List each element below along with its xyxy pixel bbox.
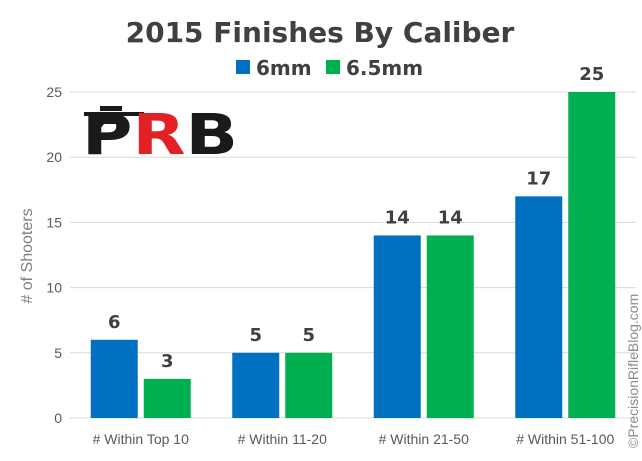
data-label: 6 <box>108 312 121 333</box>
data-labels: 6 3 5 5 14 14 17 25 <box>108 64 604 372</box>
data-label: 5 <box>249 325 262 346</box>
data-label: 17 <box>526 168 551 189</box>
data-label: 14 <box>385 207 410 228</box>
chart-title: 2015 Finishes By Caliber <box>126 16 515 49</box>
y-tick-label: 20 <box>46 149 62 165</box>
data-label: 5 <box>302 325 315 346</box>
category-label: # Within 51-100 <box>516 431 614 447</box>
y-tick-label: 0 <box>54 410 62 426</box>
bars <box>90 92 616 418</box>
bar-6-5mm <box>285 352 333 418</box>
data-label: 25 <box>579 64 604 85</box>
y-tick-label: 15 <box>46 214 62 230</box>
data-label: 14 <box>438 207 463 228</box>
y-tick-label: 10 <box>46 280 62 296</box>
bar-6-5mm <box>426 235 474 418</box>
legend-swatch-6mm <box>236 60 250 74</box>
category-label: # Within Top 10 <box>93 431 189 447</box>
y-tick-label: 25 <box>46 84 62 100</box>
y-axis-ticks: 0 5 10 15 20 25 <box>46 84 62 426</box>
bar-6mm <box>90 339 138 418</box>
bar-6-5mm <box>143 378 191 418</box>
logo-letter-b: B <box>186 103 238 168</box>
bar-6mm <box>373 235 421 418</box>
bar-6mm <box>232 352 280 418</box>
logo-letter-p: P <box>82 103 132 168</box>
x-axis-categories: # Within Top 10 # Within 11-20 # Within 21… <box>93 431 615 447</box>
rifle-icon <box>84 106 144 134</box>
bar-6mm <box>515 196 563 418</box>
legend-swatch-6-5mm <box>326 60 340 74</box>
logo-letter-r: R <box>132 103 185 168</box>
data-label: 3 <box>161 351 174 372</box>
bar-6-5mm <box>568 92 616 418</box>
y-axis-title: # of Shooters <box>19 208 36 303</box>
watermark: ©PrecisionRifleBlog.com <box>625 294 641 448</box>
legend-label-6mm: 6mm <box>256 56 312 80</box>
legend: 6mm 6.5mm <box>236 56 423 80</box>
legend-label-6-5mm: 6.5mm <box>346 56 423 80</box>
category-label: # Within 11-20 <box>238 431 327 447</box>
y-tick-label: 5 <box>54 345 62 361</box>
category-label: # Within 21-50 <box>379 431 469 447</box>
